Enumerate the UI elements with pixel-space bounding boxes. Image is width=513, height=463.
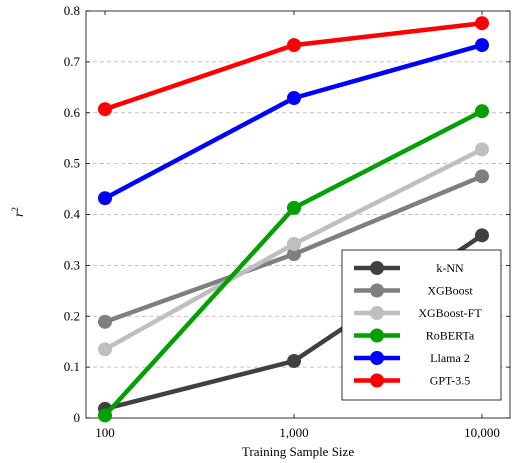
- data-point: [475, 104, 489, 119]
- series-roberta: [98, 104, 489, 423]
- legend-item-roberta: RoBERTa: [354, 328, 475, 343]
- legend-box: [341, 249, 502, 401]
- series-layer: [98, 16, 489, 423]
- legend-item-llama-2: Llama 2: [354, 351, 470, 365]
- y-tick-label: 0.6: [64, 105, 81, 120]
- legend-swatch-marker: [370, 283, 384, 298]
- data-point: [98, 408, 112, 423]
- data-point: [287, 200, 301, 215]
- plot-frame: [85, 10, 511, 419]
- y-axis-label-superscript: 2: [10, 207, 20, 212]
- y-tick-label: 0.5: [64, 156, 80, 171]
- data-point: [475, 169, 489, 184]
- legend-label: XGBoost: [427, 284, 473, 298]
- series-llama-2: [98, 38, 489, 206]
- legend-label: RoBERTa: [426, 329, 475, 343]
- data-point: [475, 38, 489, 53]
- legend: k-NN XGBoost XGBoost-FT RoBERTa Llama 2 GPT-3…: [341, 249, 502, 401]
- data-point: [475, 16, 489, 31]
- data-point: [98, 314, 112, 329]
- data-point: [287, 90, 301, 105]
- legend-item-gpt-3-5: GPT-3.5: [354, 373, 471, 388]
- svg-text:r2: r2: [10, 207, 27, 217]
- y-tick-label: 0: [74, 410, 81, 425]
- data-point: [98, 102, 112, 117]
- data-point: [98, 342, 112, 357]
- legend-swatch-marker: [370, 328, 384, 343]
- axes: 0 0.1 0.2 0.3 0.4 0.5 0.6 0.7 0.8 100 1,000 10,000: [64, 3, 511, 440]
- y-axis-label: r2: [10, 207, 27, 217]
- legend-item-xgboost: XGBoost: [354, 283, 473, 298]
- y-tick-label: 0.1: [64, 359, 80, 374]
- legend-label: k-NN: [436, 261, 464, 275]
- x-tick-label: 100: [95, 425, 115, 440]
- y-tick-label: 0.8: [64, 3, 80, 18]
- y-tick-label: 0.3: [64, 257, 80, 272]
- series-gpt-3-5: [98, 16, 489, 117]
- legend-label: GPT-3.5: [430, 374, 471, 388]
- data-point: [287, 247, 301, 262]
- series-xgboost-ft: [98, 142, 489, 357]
- legend-swatch-marker: [370, 373, 384, 388]
- data-point: [475, 228, 489, 243]
- data-point: [287, 38, 301, 53]
- x-tick-label: 1,000: [279, 425, 308, 440]
- x-axis-label: Training Sample Size: [242, 444, 354, 459]
- data-point: [287, 354, 301, 369]
- y-tick-label: 0.2: [64, 308, 80, 323]
- legend-label: Llama 2: [430, 351, 470, 365]
- legend-swatch-marker: [370, 261, 384, 275]
- y-tick-label: 0.4: [64, 207, 81, 222]
- legend-swatch-marker: [370, 351, 384, 365]
- data-point: [287, 237, 301, 252]
- legend-item-k-nn: k-NN: [354, 261, 464, 275]
- data-point: [98, 191, 112, 206]
- x-tick-label: 10,000: [464, 425, 500, 440]
- data-point: [475, 142, 489, 157]
- y-axis-label-main: r: [12, 211, 27, 217]
- legend-swatch-marker: [370, 306, 384, 320]
- legend-label: XGBoost-FT: [418, 306, 482, 320]
- y-tick-label: 0.7: [64, 54, 81, 69]
- legend-item-xgboost-ft: XGBoost-FT: [354, 306, 482, 320]
- series-line: [103, 42, 483, 201]
- grid-lines: [86, 61, 510, 368]
- series-xgboost: [98, 169, 489, 329]
